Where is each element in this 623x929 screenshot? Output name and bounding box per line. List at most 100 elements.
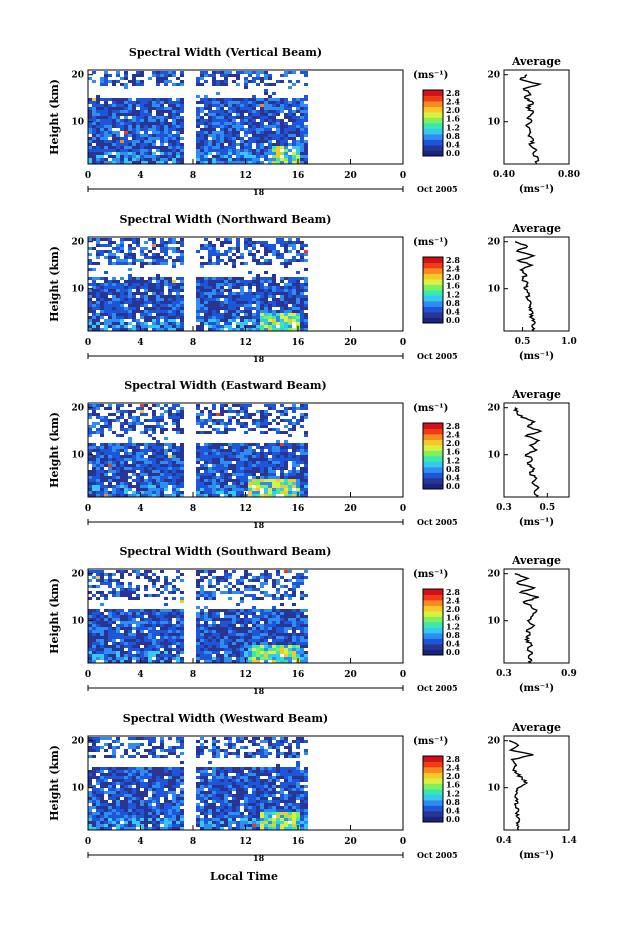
heatmap-cell: [304, 594, 308, 597]
heatmap-cell: [236, 443, 240, 446]
heatmap-cell: [176, 461, 180, 464]
heatmap-cell: [132, 615, 136, 618]
heatmap-cell: [228, 122, 232, 125]
heatmap-cell: [224, 295, 228, 298]
heatmap-cell: [268, 464, 272, 467]
heatmap-cell: [244, 404, 248, 407]
heatmap-cell: [228, 277, 232, 280]
heatmap-cell: [252, 645, 256, 648]
heatmap-cell: [176, 476, 180, 479]
panel-title: Spectral Width (Eastward Beam): [124, 379, 326, 392]
heatmap-cell: [200, 325, 204, 328]
heatmap-cell: [268, 83, 272, 86]
heatmap-cell: [268, 104, 272, 107]
heatmap-cell: [92, 110, 96, 113]
heatmap-cell: [160, 473, 164, 476]
heatmap-cell: [104, 313, 108, 316]
heatmap-cell: [272, 98, 276, 101]
heatmap-cell: [208, 295, 212, 298]
heatmap-cell: [112, 298, 116, 301]
heatmap-cell: [140, 413, 144, 416]
y-tick-label: 20: [71, 570, 84, 580]
heatmap-cell: [272, 407, 276, 410]
heatmap-cell: [256, 482, 260, 485]
heatmap-cell: [200, 627, 204, 630]
heatmap-cell: [204, 125, 208, 128]
heatmap-cell: [136, 104, 140, 107]
heatmap-cell: [120, 119, 124, 122]
heatmap-cell: [224, 452, 228, 455]
heatmap-cell: [104, 642, 108, 645]
heatmap-cell: [268, 467, 272, 470]
heatmap-cell: [112, 443, 116, 446]
day-label: 18: [253, 354, 265, 364]
heatmap-cell: [108, 262, 112, 265]
heatmap-cell: [128, 131, 132, 134]
heatmap-cell: [260, 280, 264, 283]
heatmap-cell: [96, 98, 100, 101]
heatmap-cell: [216, 449, 220, 452]
heatmap-cell: [176, 301, 180, 304]
heatmap-cell: [224, 443, 228, 446]
heatmap-cell: [168, 322, 172, 325]
heatmap-cell: [176, 431, 180, 434]
heatmap-cell: [96, 428, 100, 431]
heatmap-cell: [120, 654, 124, 657]
heatmap-cell: [212, 443, 216, 446]
heatmap-cell: [96, 449, 100, 452]
heatmap-cell: [124, 422, 128, 425]
heatmap-cell: [300, 125, 304, 128]
heatmap-cell: [100, 612, 104, 615]
heatmap-cell: [128, 277, 132, 280]
heatmap-cell: [200, 143, 204, 146]
heatmap-cell: [304, 253, 308, 256]
heatmap-cell: [240, 485, 244, 488]
heatmap-cell: [240, 425, 244, 428]
heatmap-cell: [300, 657, 304, 660]
heatmap-cell: [136, 485, 140, 488]
x-tick-label: 0: [85, 670, 91, 680]
heatmap-cell: [220, 146, 224, 149]
heatmap-cell: [272, 149, 276, 152]
heatmap-cell: [136, 407, 140, 410]
heatmap-cell: [88, 428, 92, 431]
heatmap-cell: [116, 244, 120, 247]
heatmap-cell: [144, 310, 148, 313]
heatmap-cell: [196, 134, 200, 137]
heatmap-cell: [136, 152, 140, 155]
heatmap-cell: [244, 455, 248, 458]
heatmap-cell: [244, 615, 248, 618]
heatmap-cell: [164, 476, 168, 479]
heatmap-cell: [140, 322, 144, 325]
heatmap-cell: [120, 591, 124, 594]
heatmap-cell: [104, 573, 108, 576]
heatmap-cell: [140, 491, 144, 494]
heatmap-cell: [236, 455, 240, 458]
heatmap-cell: [264, 609, 268, 612]
heatmap-cell: [140, 298, 144, 301]
heatmap-cell: [300, 621, 304, 624]
heatmap-cell: [276, 482, 280, 485]
heatmap-cell: [136, 143, 140, 146]
heatmap-cell: [160, 621, 164, 624]
heatmap-cell: [272, 116, 276, 119]
heatmap-cell: [224, 140, 228, 143]
heatmap-cell: [236, 134, 240, 137]
heatmap-cell: [264, 455, 268, 458]
heatmap-cell: [180, 461, 184, 464]
heatmap-cell: [272, 280, 276, 283]
heatmap-cell: [160, 467, 164, 470]
heatmap-cell: [176, 98, 180, 101]
heatmap-cell: [244, 446, 248, 449]
heatmap-cell: [224, 301, 228, 304]
heatmap-cell: [244, 283, 248, 286]
heatmap-cell: [136, 570, 140, 573]
heatmap-cell: [284, 482, 288, 485]
heatmap-cell: [176, 149, 180, 152]
heatmap-cell: [292, 455, 296, 458]
heatmap-cell: [112, 588, 116, 591]
heatmap-cell: [104, 158, 108, 161]
heatmap-cell: [132, 419, 136, 422]
heatmap-cell: [268, 247, 272, 250]
heatmap-cell: [264, 485, 268, 488]
